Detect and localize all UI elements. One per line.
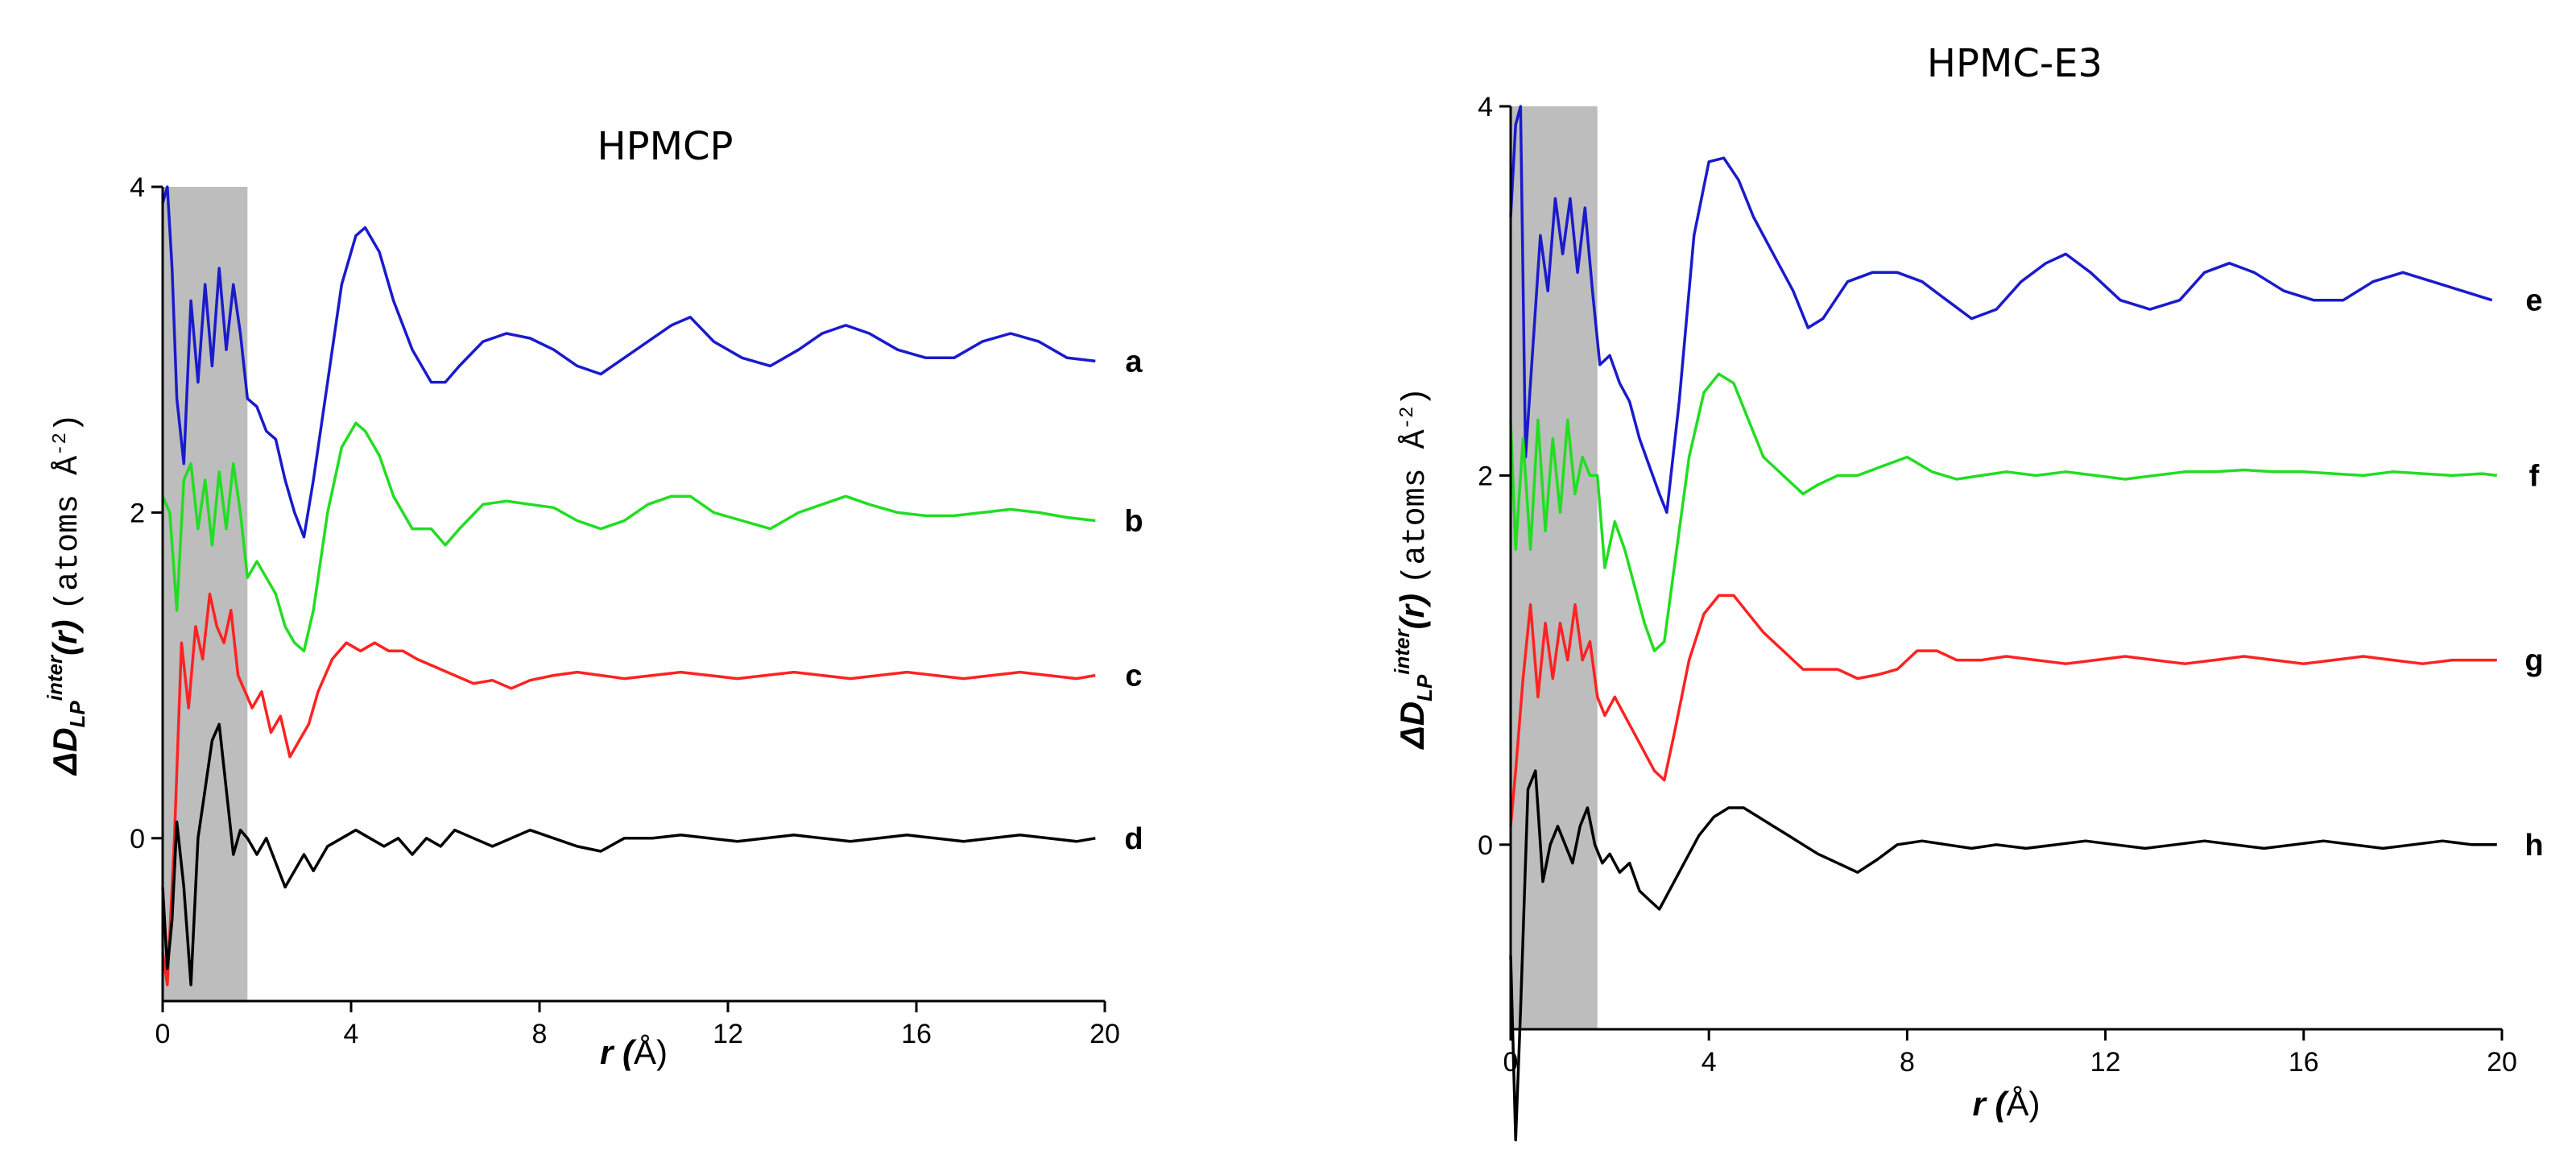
series-line-a <box>161 185 1096 539</box>
x-tick-label: 8 <box>532 1019 548 1049</box>
series-line-h <box>1509 769 2497 1142</box>
x-axis-label: r (Å) <box>1972 1085 2040 1123</box>
series-label-f: f <box>2529 459 2540 493</box>
series-label-g: g <box>2524 644 2543 678</box>
x-tick-label: 20 <box>1090 1019 1120 1049</box>
y-tick-label: 4 <box>1478 92 1493 122</box>
series-line-e <box>1509 105 2493 514</box>
series-line-b <box>161 421 1096 653</box>
y-axis-label: ΔDLPinter(r) (atoms Å-2) <box>1390 387 1437 751</box>
chart-title: HPMCP <box>597 124 734 169</box>
series-label-a: a <box>1125 345 1143 379</box>
x-tick-label: 4 <box>344 1019 359 1049</box>
series-label-d: d <box>1124 822 1143 856</box>
y-tick-label: 0 <box>1478 830 1493 861</box>
series-line-g <box>1509 594 2497 827</box>
series-label-h: h <box>2524 829 2543 863</box>
series-line-d <box>161 722 1096 987</box>
y-tick-label: 4 <box>130 172 145 203</box>
y-tick-label: 2 <box>1478 461 1493 491</box>
x-tick-label: 16 <box>2289 1047 2319 1078</box>
x-tick-label: 0 <box>155 1019 171 1049</box>
series-line-f <box>1509 372 2498 652</box>
series-label-c: c <box>1125 660 1142 693</box>
y-tick-label: 2 <box>130 498 145 528</box>
series-label-b: b <box>1124 505 1143 539</box>
chart-panel-hpmc-e3: e f g h 0 4 8 12 16 20 0 2 4 HPMC-E3 r (Å) ΔDLPinter(r)… <box>1390 41 2544 1142</box>
chart-title: HPMC-E3 <box>1927 41 2103 86</box>
x-tick-label: 16 <box>901 1019 932 1049</box>
y-tick-label: 0 <box>130 824 145 854</box>
x-tick-label: 20 <box>2487 1047 2517 1078</box>
x-tick-label: 8 <box>1900 1047 1915 1078</box>
x-tick-label: 12 <box>713 1019 743 1049</box>
x-axis-label: r (Å) <box>600 1033 668 1071</box>
series-label-e: e <box>2525 284 2542 318</box>
chart-panel-hpmcp: a b c d 0 4 8 12 16 20 0 2 4 HPMCP r (Å) ΔDLPinter(r) (… <box>43 124 1143 1071</box>
x-tick-label: 4 <box>1701 1047 1717 1078</box>
x-tick-label: 12 <box>2090 1047 2121 1078</box>
series-line-c <box>161 592 1096 987</box>
x-tick-label: 0 <box>1503 1047 1519 1078</box>
y-axis-label: ΔDLPinter(r) (atoms Å-2) <box>43 413 89 776</box>
